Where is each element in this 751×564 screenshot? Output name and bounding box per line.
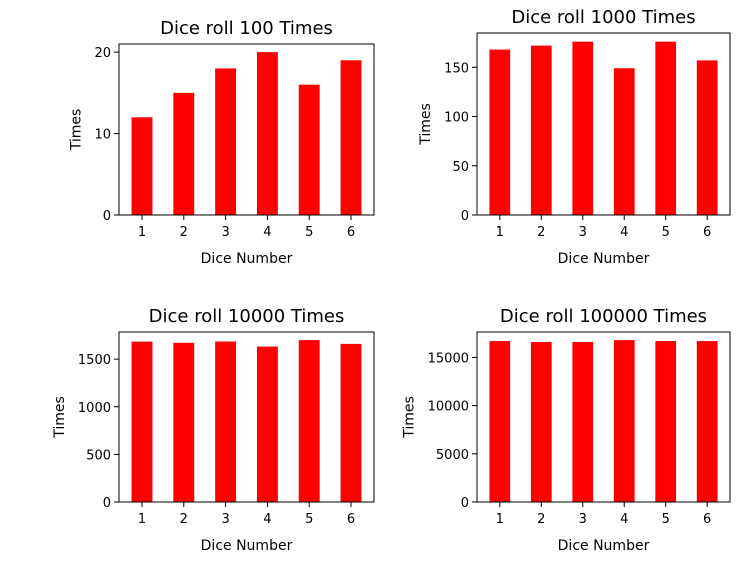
- bar-4-6: [696, 341, 718, 502]
- bar-2-1: [489, 49, 511, 215]
- bar-3-3: [215, 341, 237, 502]
- bar-4-5: [655, 341, 677, 502]
- x-tick-label-2-2: 2: [537, 225, 545, 240]
- y-tick-label-3-1500: 1500: [78, 353, 111, 368]
- y-tick-label-2-0: 0: [461, 209, 469, 224]
- bar-2-6: [696, 60, 718, 215]
- chart-title-1: Dice roll 100 Times: [160, 18, 333, 39]
- x-tick-label-2-4: 4: [620, 225, 628, 240]
- bar-3-6: [340, 343, 362, 502]
- y-tick-label-4-5000: 5000: [436, 448, 469, 463]
- bar-4-2: [530, 342, 552, 502]
- y-axis-label-3: Times: [52, 396, 68, 439]
- bar-4-1: [489, 341, 511, 502]
- bar-1-6: [340, 60, 362, 215]
- y-tick-label-2-100: 100: [444, 111, 469, 126]
- x-tick-label-2-3: 3: [579, 225, 587, 240]
- y-axis-label-1: Times: [68, 109, 84, 152]
- x-tick-label-1-6: 6: [347, 225, 355, 240]
- x-tick-label-2-6: 6: [703, 225, 711, 240]
- x-tick-label-4-6: 6: [703, 512, 711, 527]
- x-tick-label-4-3: 3: [579, 512, 587, 527]
- y-tick-label-2-150: 150: [444, 61, 469, 76]
- x-tick-label-1-1: 1: [138, 225, 146, 240]
- y-axis-label-2: Times: [418, 103, 434, 146]
- x-tick-label-4-1: 1: [496, 512, 504, 527]
- bar-2-4: [613, 68, 635, 215]
- chart-title-3: Dice roll 10000 Times: [149, 306, 345, 327]
- axes-frame-4: [476, 331, 731, 503]
- x-tick-label-1-4: 4: [263, 225, 271, 240]
- axes-frame-1: [118, 43, 375, 216]
- bar-1-2: [173, 92, 195, 215]
- bar-4-3: [572, 342, 594, 502]
- chart-title-4: Dice roll 100000 Times: [500, 306, 707, 327]
- x-axis-label-3: Dice Number: [201, 538, 293, 554]
- bar-3-1: [131, 341, 153, 502]
- bar-2-3: [572, 41, 594, 215]
- y-tick-label-4-15000: 15000: [428, 351, 469, 366]
- y-tick-label-1-0: 0: [103, 209, 111, 224]
- y-tick-label-4-0: 0: [461, 496, 469, 511]
- x-tick-label-3-4: 4: [263, 512, 271, 527]
- x-axis-label-4: Dice Number: [558, 538, 650, 554]
- bar-1-5: [298, 84, 320, 216]
- bar-3-4: [256, 346, 278, 502]
- x-axis-label-2: Dice Number: [558, 251, 650, 267]
- x-tick-label-3-1: 1: [138, 512, 146, 527]
- bar-1-1: [131, 117, 153, 215]
- bar-2-5: [655, 41, 677, 215]
- x-axis-label-1: Dice Number: [201, 251, 293, 267]
- bar-1-4: [256, 52, 278, 215]
- x-tick-label-3-5: 5: [305, 512, 313, 527]
- y-tick-label-3-0: 0: [103, 496, 111, 511]
- bar-3-2: [173, 342, 195, 502]
- bar-1-3: [215, 68, 237, 216]
- x-tick-label-4-5: 5: [662, 512, 670, 527]
- axes-frame-2: [476, 32, 731, 216]
- x-tick-label-2-1: 1: [496, 225, 504, 240]
- x-tick-label-4-2: 2: [537, 512, 545, 527]
- bar-2-2: [530, 45, 552, 215]
- x-tick-label-2-5: 5: [662, 225, 670, 240]
- y-axis-label-4: Times: [402, 396, 418, 439]
- y-tick-label-2-50: 50: [452, 160, 469, 175]
- y-tick-label-3-1000: 1000: [78, 401, 111, 416]
- bar-3-5: [298, 340, 320, 502]
- axes-frame-3: [118, 331, 375, 503]
- chart-title-2: Dice roll 1000 Times: [511, 7, 695, 28]
- x-tick-label-1-2: 2: [180, 225, 188, 240]
- x-tick-label-1-5: 5: [305, 225, 313, 240]
- bar-4-4: [613, 340, 635, 502]
- y-tick-label-1-20: 20: [94, 46, 111, 61]
- x-tick-label-1-3: 3: [221, 225, 229, 240]
- x-tick-label-4-4: 4: [620, 512, 628, 527]
- x-tick-label-3-3: 3: [221, 512, 229, 527]
- x-tick-label-3-2: 2: [180, 512, 188, 527]
- y-tick-label-4-10000: 10000: [428, 400, 469, 415]
- x-tick-label-3-6: 6: [347, 512, 355, 527]
- y-tick-label-3-500: 500: [86, 448, 111, 463]
- y-tick-label-1-10: 10: [94, 128, 111, 143]
